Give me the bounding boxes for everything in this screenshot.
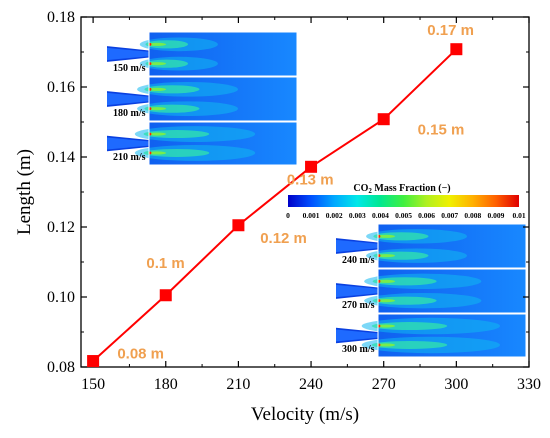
inset-label: 240 m/s <box>342 255 375 266</box>
axes: 150 180 210 240 270 300 330 0.08 0.10 0.12 0.14 0.1… <box>47 9 541 393</box>
colorbar-scale <box>288 195 519 207</box>
colorbar-tick-label: 0.001 <box>303 211 320 220</box>
data-point <box>159 289 172 302</box>
colorbar-tick-label: 0.002 <box>326 211 343 220</box>
x-tick-label: 150 <box>81 376 105 393</box>
x-tick-label: 330 <box>517 376 541 393</box>
inset-label: 270 m/s <box>342 300 375 311</box>
contour-inset: 270 m/s <box>336 268 527 314</box>
data-point <box>450 43 463 56</box>
data-point <box>232 219 245 232</box>
contour-insets: 150 m/s 180 m/s 210 m/s 240 m/s 270 m/s 300 m… <box>107 31 527 358</box>
colorbar-tick-label: 0.006 <box>418 211 435 220</box>
x-tick-label: 210 <box>226 376 250 393</box>
contour-inset: 300 m/s <box>336 313 527 358</box>
colorbar-title: CO2 Mass Fraction (−) <box>353 183 450 195</box>
y-axis-label: Length (m) <box>14 149 35 235</box>
data-label: 0.12 m <box>260 230 307 247</box>
y-tick-label: 0.18 <box>47 9 75 26</box>
inset-label: 150 m/s <box>113 63 146 74</box>
inset-label: 180 m/s <box>113 108 146 119</box>
x-tick-label: 240 <box>299 376 323 393</box>
data-label: 0.15 m <box>418 121 465 138</box>
data-label: 0.08 m <box>117 345 164 362</box>
y-tick-label: 0.12 <box>47 219 75 236</box>
series-line <box>92 48 458 362</box>
series <box>87 43 463 368</box>
data-label: 0.1 m <box>146 255 184 272</box>
y-tick-label: 0.16 <box>47 79 75 96</box>
x-tick-label: 270 <box>372 376 396 393</box>
contour-inset: 210 m/s <box>107 121 298 166</box>
data-point <box>377 113 390 126</box>
colorbar-tick-label: 0.01 <box>512 211 525 220</box>
colorbar-tick-label: 0.009 <box>487 211 504 220</box>
colorbar-tick-label: 0.008 <box>464 211 481 220</box>
inset-label: 300 m/s <box>342 344 375 355</box>
y-tick-label: 0.10 <box>47 289 75 306</box>
y-tick-label: 0.08 <box>47 359 75 376</box>
contour-inset: 240 m/s <box>336 223 527 269</box>
data-point <box>305 160 318 173</box>
colorbar-tick-label: 0.007 <box>441 211 458 220</box>
x-tick-label: 300 <box>444 376 468 393</box>
data-point <box>87 355 100 368</box>
y-tick-label: 0.14 <box>47 149 75 166</box>
data-label: 0.13 m <box>287 172 334 189</box>
colorbar-tick-label: 0.005 <box>395 211 412 220</box>
contour-inset: 180 m/s <box>107 76 298 122</box>
annotations: 0.08 m 0.1 m 0.12 m 0.13 m 0.15 m 0.17 m <box>117 22 474 362</box>
colorbar-tick-label: 0.004 <box>372 211 389 220</box>
colorbar-tick-label: 0 <box>286 211 290 220</box>
data-label: 0.17 m <box>427 22 474 39</box>
inset-label: 210 m/s <box>113 152 146 163</box>
colorbar: CO2 Mass Fraction (−) 0 0.001 0.002 0.003 0.… <box>286 183 526 220</box>
x-axis-label: Velocity (m/s) <box>251 404 359 425</box>
contour-inset: 150 m/s <box>107 31 298 77</box>
x-tick-label: 180 <box>154 376 178 393</box>
colorbar-tick-label: 0.003 <box>349 211 366 220</box>
